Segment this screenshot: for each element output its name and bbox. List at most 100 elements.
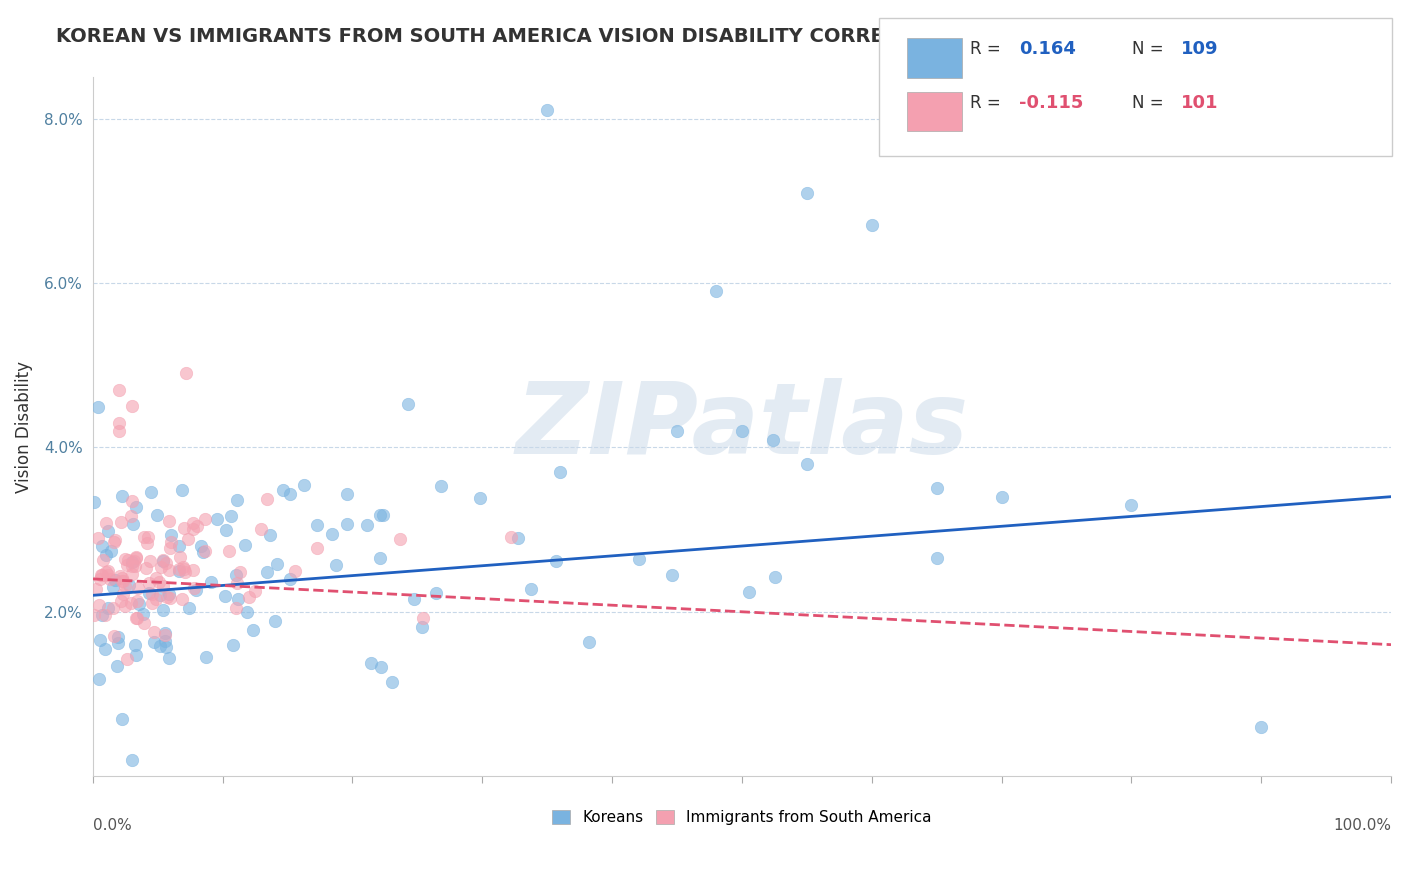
Point [155,640,177,654]
Point [184,583,207,598]
Point [150,559,173,574]
Point [132,530,155,544]
Point [97,600,120,615]
Point [160,534,183,549]
Point [101,580,124,594]
Point [111,574,134,589]
Point [115,651,138,665]
Point [111,712,134,726]
Point [84,582,107,596]
Point [181,522,204,536]
Point [155,556,177,570]
Point [87,673,110,687]
Point [139,484,162,499]
Point [190,539,212,553]
Point [96,516,118,530]
Point [411,620,433,634]
Text: ZIPatlas: ZIPatlas [515,378,969,475]
Point [157,515,180,529]
Point [132,615,155,630]
Point [191,545,214,559]
Point [990,490,1012,504]
Point [103,534,125,549]
Point [121,597,143,611]
Point [108,568,131,582]
Point [181,516,204,531]
Point [89,598,111,612]
Point [578,635,600,649]
Point [548,466,571,480]
Point [127,581,149,595]
Point [796,186,818,200]
Point [218,544,240,558]
Point [128,597,150,611]
Point [143,635,166,649]
Point [233,538,256,552]
Point [325,558,347,573]
Point [152,552,174,566]
Point [186,518,208,533]
Point [156,590,179,604]
Point [229,565,252,579]
Point [173,521,195,535]
Point [170,591,193,606]
Point [425,586,447,600]
Point [83,494,105,508]
Point [429,479,451,493]
Point [238,590,260,604]
Point [762,434,785,448]
Point [796,457,818,471]
Point [125,500,148,514]
Point [225,567,247,582]
Text: 101: 101 [1181,94,1219,112]
Point [135,561,157,575]
Text: -0.115: -0.115 [1019,94,1084,112]
Point [181,563,204,577]
Point [87,400,110,414]
Point [280,486,302,500]
Point [389,532,412,546]
Point [200,575,222,590]
Point [155,625,177,640]
Point [97,568,120,582]
Point [159,541,181,555]
Point [111,571,134,585]
Point [104,573,127,587]
Point [110,594,132,608]
Point [107,630,129,644]
Point [120,509,142,524]
Point [177,600,200,615]
Point [194,512,217,526]
Point [91,608,114,623]
Text: R =: R = [970,94,1007,112]
Point [112,587,135,601]
Text: N =: N = [1132,94,1168,112]
Point [114,579,136,593]
Point [225,575,247,590]
Point [152,579,174,593]
Point [89,632,111,647]
Point [256,565,278,579]
Point [124,554,146,568]
Text: R =: R = [970,40,1007,58]
Point [114,599,136,613]
Point [91,553,114,567]
Point [226,591,249,606]
Point [373,508,395,522]
Point [160,528,183,542]
Point [256,491,278,506]
Point [141,587,163,601]
Point [661,567,683,582]
Point [222,638,245,652]
Point [107,424,129,438]
Point [107,416,129,430]
Legend: Koreans, Immigrants from South America: Koreans, Immigrants from South America [546,805,938,831]
Point [107,636,129,650]
Point [412,611,434,625]
Point [307,518,329,533]
Point [124,550,146,565]
Point [121,753,143,767]
Point [172,559,194,574]
Point [167,562,190,576]
Point [121,399,143,413]
